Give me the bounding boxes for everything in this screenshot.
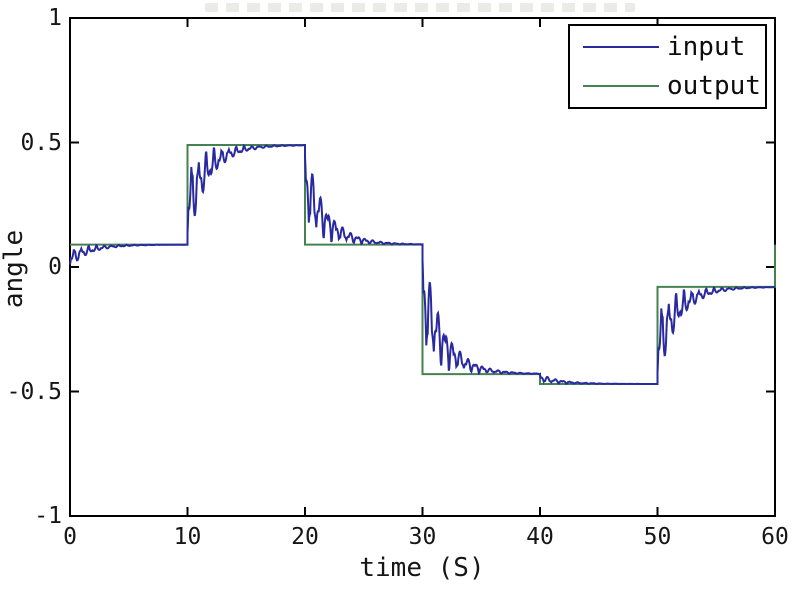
y-tick-label: -0.5 — [6, 378, 62, 405]
output-series-line — [70, 144, 776, 385]
input-line-swatch — [583, 46, 659, 48]
faded-title-remnant — [205, 3, 635, 12]
x-tick-label: 20 — [291, 524, 319, 550]
y-tick-label: -1 — [34, 503, 62, 529]
y-tick-label: 0.5 — [20, 129, 62, 156]
x-tick-label: 60 — [761, 524, 789, 550]
legend-label-input: input — [667, 32, 746, 62]
output-line-swatch — [583, 85, 659, 87]
legend-item-input: input — [570, 32, 765, 62]
legend: input output — [568, 24, 767, 109]
input-series-line — [69, 144, 776, 386]
x-tick-label: 50 — [643, 524, 672, 550]
legend-item-output: output — [570, 71, 765, 101]
x-tick-label: 0 — [63, 524, 77, 550]
y-axis-label: angle — [0, 229, 29, 309]
x-tick-label: 40 — [526, 524, 554, 550]
x-tick-label: 10 — [173, 524, 202, 550]
x-tick-label: 30 — [408, 524, 437, 550]
y-tick-label: 0 — [48, 254, 62, 280]
y-tick-label: 1 — [48, 5, 62, 31]
x-axis-label: time (S) — [359, 553, 485, 583]
legend-label-output: output — [667, 71, 761, 101]
